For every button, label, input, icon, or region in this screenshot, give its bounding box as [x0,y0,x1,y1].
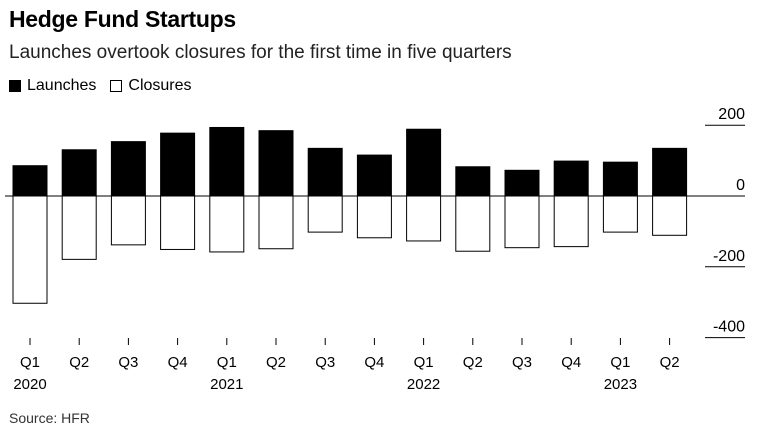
bar-launches [602,161,638,196]
x-year-label: 2022 [407,376,440,393]
x-tick-label: Q2 [660,354,680,371]
legend: Launches Closures [9,77,206,95]
bar-closures [406,195,442,242]
bar-launches [61,149,97,196]
bar-closures [12,195,48,304]
x-tick-label: Q1 [217,354,237,371]
x-year-label: 2023 [604,376,637,393]
bar-closures [307,195,343,233]
bar-launches [504,169,540,196]
x-year-label: 2021 [210,376,243,393]
y-tick-label: 0 [736,177,745,194]
bar-closures [504,195,540,249]
chart-title: Hedge Fund Startups [9,6,236,32]
chart-subtitle: Launches overtook closures for the first… [9,42,512,63]
y-tick-label: -400 [713,319,745,336]
bar-launches [12,165,48,196]
bar-closures [602,195,638,233]
bar-launches [160,132,196,196]
x-tick-label: Q2 [266,354,286,371]
bar-closures [553,195,589,248]
bar-launches [307,147,343,196]
x-tick-label: Q2 [463,354,483,371]
legend-label-closures: Closures [128,77,192,94]
bar-closures [209,195,245,253]
bar-closures [110,195,146,246]
bar-launches [209,126,245,196]
x-tick-label: Q4 [561,354,581,371]
x-tick-label: Q1 [414,354,434,371]
x-tick-label: Q3 [118,354,138,371]
bar-launches [110,141,146,196]
legend-item-launches: Launches [9,77,96,95]
bar-closures [160,195,196,250]
x-tick-label: Q4 [364,354,384,371]
bar-closures [455,195,491,252]
legend-swatch-launches [9,80,21,92]
bar-launches [406,128,442,196]
bar-launches [652,147,688,196]
bar-launches [455,166,491,196]
bar-closures [61,195,97,260]
x-tick-label: Q3 [512,354,532,371]
x-tick-label: Q1 [610,354,630,371]
x-tick-label: Q1 [20,354,40,371]
y-tick-label: -200 [713,248,745,265]
legend-swatch-closures [110,80,123,92]
legend-label-launches: Launches [27,77,97,94]
bar-launches [258,130,294,196]
bar-launches [356,154,392,196]
x-tick-label: Q2 [69,354,89,371]
x-year-label: 2020 [13,376,46,393]
x-tick-label: Q4 [168,354,188,371]
bar-closures [356,195,392,239]
bar-closures [652,195,688,236]
x-tick-label: Q3 [315,354,335,371]
legend-item-closures: Closures [110,77,192,95]
bar-launches [553,160,589,196]
y-tick-label: 200 [718,106,745,123]
source-note: Source: HFR [9,410,90,426]
bar-closures [258,195,294,250]
